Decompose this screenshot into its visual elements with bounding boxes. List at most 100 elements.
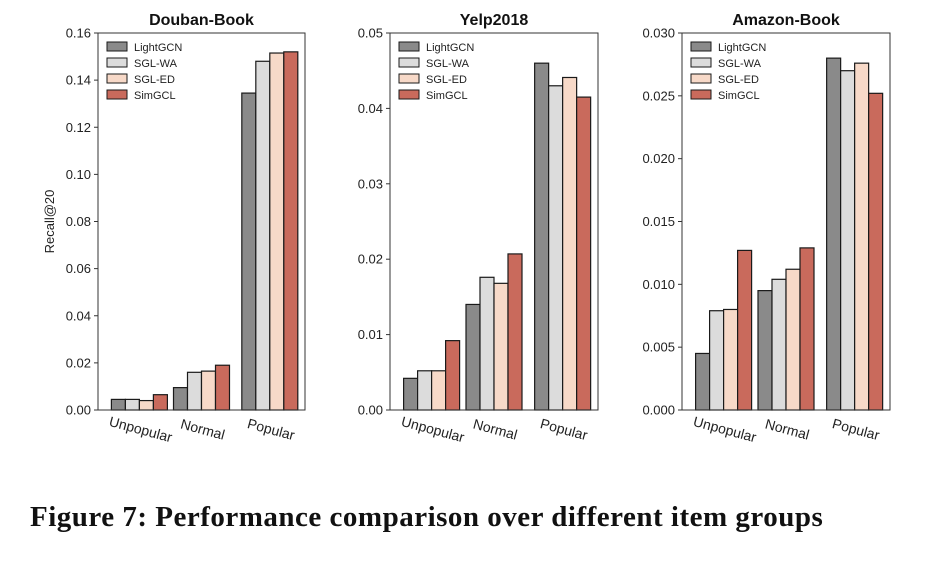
bar-lightgcn-normal [465,303,481,411]
bar-sgl-ed-popular [854,62,870,411]
bar-lightgcn-unpopular [694,352,711,411]
y-tick-label: 0.05 [358,26,383,41]
bar-simgcl-unpopular [152,394,168,411]
y-tick-label: 0.025 [642,88,675,103]
y-tick-label: 0.14 [66,73,91,88]
chart-title: Yelp2018 [460,12,529,29]
charts-svg: Douban-Book 0.00 0.02 0.04 0.06 0.08 0.10 0.12 0… [42,12,891,445]
y-tick-label: 0.02 [66,355,91,370]
bar-sgl-ed-normal [493,282,509,411]
legend-label: LightGCN [426,42,474,54]
bar-simgcl-popular [868,92,884,411]
y-tick-label: 0.010 [642,277,675,292]
category-label: Popular [246,415,297,443]
category-label: Unpopular [692,413,759,445]
bar-sgl-ed-popular [269,52,285,411]
bar-simgcl-unpopular [445,340,461,411]
bar-sgl-wa-normal [186,371,203,411]
legend-label: LightGCN [134,42,182,54]
bar-simgcl-normal [214,364,231,411]
bar-sgl-wa-normal [771,278,787,411]
bar-simgcl-normal [507,253,523,411]
bar-lightgcn-normal [172,387,189,411]
legend-swatch [398,41,420,52]
bar-sgl-ed-normal [785,268,801,411]
category-label: Normal [471,416,519,443]
legend-label: SGL-ED [718,74,759,86]
legend-label: SGL-WA [134,58,178,70]
chart-0: Douban-Book 0.00 0.02 0.04 0.06 0.08 0.10 0.12 0… [42,12,306,445]
legend-swatch [398,89,420,100]
category-label: Normal [763,416,811,443]
legend-label: SimGCL [134,90,176,102]
bar-sgl-wa-popular [840,70,856,411]
bar-simgcl-normal [799,247,815,411]
legend-label: SimGCL [426,90,468,102]
category-label: Unpopular [400,413,467,445]
legend-label: SimGCL [718,90,760,102]
bar-sgl-ed-unpopular [138,399,154,411]
y-tick-label: 0.03 [358,176,383,191]
legend-swatch [690,41,712,52]
legend-label: SGL-WA [718,58,762,70]
legend-swatch [106,57,128,68]
bar-sgl-wa-popular [548,85,564,411]
y-tick-label: 0.06 [66,261,91,276]
legend-swatch [690,73,712,84]
plot-frame [97,32,306,411]
y-tick-label: 0.01 [358,327,383,342]
plot-frame [681,32,891,411]
bar-lightgcn-popular [826,57,842,411]
y-tick-label: 0.08 [66,214,91,229]
chart-title: Amazon-Book [732,12,840,29]
y-tick-label: 0.16 [66,26,91,41]
legend-swatch [106,89,128,100]
bar-lightgcn-unpopular [403,377,419,411]
legend: LightGCN SGL-WA SGL-ED SimGCL [688,39,780,109]
bar-sgl-wa-unpopular [124,398,141,411]
bar-simgcl-popular [576,96,592,411]
bar-sgl-ed-normal [200,370,217,411]
y-tick-label: 0.015 [642,214,675,229]
y-tick-label: 0.00 [358,403,383,418]
y-tick-label: 0.02 [358,252,383,267]
bar-lightgcn-unpopular [110,398,127,411]
y-tick-label: 0.000 [642,403,675,418]
y-axis-label: Recall@20 [42,190,57,254]
category-label: Popular [539,415,590,443]
category-label: Popular [831,415,882,443]
legend-label: SGL-ED [426,74,467,86]
legend-label: SGL-WA [426,58,470,70]
category-label: Unpopular [107,413,174,445]
figure-caption: Figure 7: Performance comparison over di… [30,501,824,533]
y-tick-label: 0.12 [66,120,91,135]
bar-lightgcn-popular [534,62,550,411]
plot-frame [389,32,599,411]
legend: LightGCN SGL-WA SGL-ED SimGCL [396,39,488,109]
chart-2: Amazon-Book 0.000 0.005 0.010 0.015 0.020 0.02… [642,12,891,445]
legend-swatch [690,57,712,68]
bar-simgcl-unpopular [736,249,753,411]
bar-lightgcn-normal [757,290,773,411]
legend-label: LightGCN [718,42,766,54]
legend-label: SGL-ED [134,74,175,86]
y-tick-label: 0.005 [642,340,675,355]
bar-sgl-wa-normal [479,276,495,411]
bar-lightgcn-popular [241,92,257,411]
y-tick-label: 0.020 [642,151,675,166]
bar-sgl-ed-unpopular [431,370,447,411]
y-tick-label: 0.00 [66,403,91,418]
bar-simgcl-popular [283,51,299,411]
y-tick-label: 0.030 [642,26,675,41]
y-tick-label: 0.10 [66,167,91,182]
bar-sgl-ed-popular [562,76,578,411]
y-tick-label: 0.04 [66,308,91,323]
legend-swatch [690,89,712,100]
legend-swatch [106,73,128,84]
chart-title: Douban-Book [149,12,254,29]
bar-sgl-ed-unpopular [722,308,739,411]
legend-swatch [106,41,128,52]
category-label: Normal [179,416,227,443]
legend: LightGCN SGL-WA SGL-ED SimGCL [104,39,196,109]
